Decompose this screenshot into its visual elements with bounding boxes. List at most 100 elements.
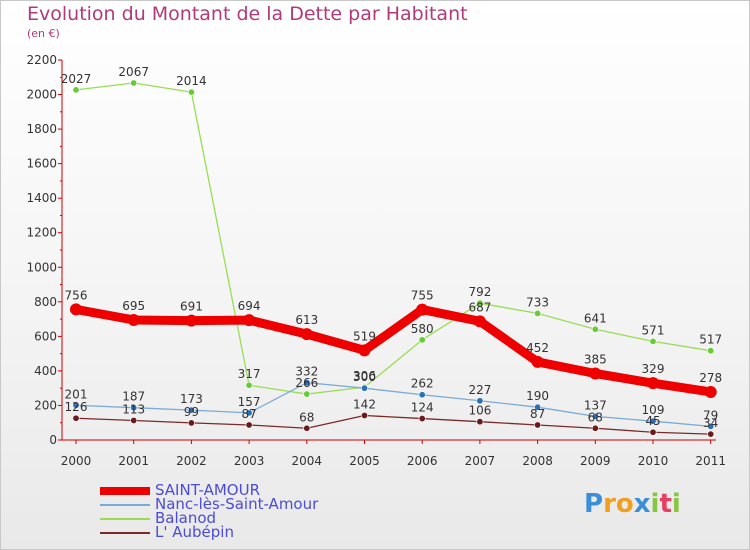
data-label: 332 — [295, 365, 318, 379]
data-point — [187, 88, 195, 96]
x-tick-label: 2005 — [349, 454, 380, 468]
y-tick-label: 1800 — [26, 122, 57, 136]
data-label: 266 — [295, 376, 318, 390]
data-label: 691 — [180, 300, 203, 314]
data-label: 201 — [65, 387, 88, 401]
logo-letter: t — [659, 489, 672, 519]
x-tick-label: 2010 — [638, 454, 669, 468]
y-tick-label: 1200 — [26, 226, 57, 240]
data-point — [589, 367, 602, 380]
data-point — [72, 414, 80, 422]
x-tick-label: 2006 — [407, 454, 438, 468]
data-point — [416, 303, 429, 316]
data-point — [649, 337, 657, 345]
data-point — [300, 328, 313, 341]
data-point — [127, 313, 140, 326]
data-label: 641 — [584, 311, 607, 325]
data-point — [72, 86, 80, 94]
data-point — [704, 385, 717, 398]
legend-label: L' Aubépin — [155, 523, 234, 541]
data-label: 173 — [180, 392, 203, 406]
data-label: 613 — [295, 313, 318, 327]
logo-letter: P — [584, 489, 604, 519]
data-point — [243, 314, 256, 327]
data-point — [707, 422, 715, 430]
data-label: 2014 — [176, 74, 207, 88]
data-label: 45 — [645, 414, 660, 428]
logo-letter: i — [650, 489, 660, 519]
data-label: 68 — [588, 410, 603, 424]
y-tick-label: 2000 — [26, 88, 57, 102]
data-label: 262 — [411, 377, 434, 391]
data-label: 137 — [584, 398, 607, 412]
x-tick-label: 2003 — [234, 454, 265, 468]
data-label: 187 — [122, 390, 145, 404]
data-point — [418, 415, 426, 423]
data-point — [531, 355, 544, 368]
x-tick-label: 2011 — [695, 454, 726, 468]
data-label: 756 — [65, 288, 88, 302]
data-point — [476, 418, 484, 426]
data-label: 190 — [526, 389, 549, 403]
logo-letter: x — [633, 489, 651, 519]
data-point — [245, 409, 253, 417]
data-label: 79 — [703, 408, 718, 422]
y-tick-label: 200 — [34, 398, 57, 412]
data-point — [360, 411, 368, 419]
logo-letter: i — [671, 489, 681, 519]
data-point — [647, 377, 659, 390]
data-label: 695 — [122, 299, 145, 313]
data-label: 68 — [299, 410, 314, 424]
series-line — [71, 304, 716, 397]
data-label: 278 — [699, 371, 722, 385]
chart-title: Evolution du Montant de la Dette par Hab… — [27, 3, 468, 25]
legend-swatch — [100, 518, 150, 520]
data-label: 694 — [238, 299, 261, 313]
data-label: 733 — [526, 295, 549, 309]
data-label: 755 — [411, 289, 434, 303]
legend-label: Balanod — [155, 509, 217, 527]
data-point — [245, 421, 253, 429]
y-tick-label: 1400 — [26, 191, 57, 205]
data-label: 109 — [642, 403, 665, 417]
y-tick-label: 400 — [34, 364, 57, 378]
data-point — [130, 416, 138, 424]
x-tick-label: 2002 — [176, 454, 207, 468]
data-label: 34 — [703, 416, 718, 430]
series-line — [75, 382, 712, 428]
data-point — [360, 384, 368, 392]
series-line — [75, 82, 712, 395]
series-line — [75, 414, 712, 435]
legend-swatch — [100, 487, 150, 495]
y-tick-label: 1600 — [26, 157, 57, 171]
legend-label: SAINT-AMOUR — [155, 481, 260, 499]
data-point — [72, 401, 80, 409]
data-label: 2027 — [61, 72, 92, 86]
data-label: 329 — [642, 362, 665, 376]
data-label: 300 — [353, 370, 376, 384]
data-label: 580 — [411, 322, 434, 336]
data-point — [707, 430, 715, 438]
logo-letter: o — [615, 489, 634, 519]
data-label: 124 — [411, 401, 434, 415]
data-label: 2067 — [118, 65, 149, 79]
data-label: 87 — [530, 407, 545, 421]
chart-subtitle: (en €) — [27, 27, 60, 40]
data-label: 227 — [468, 383, 491, 397]
y-tick-label: 800 — [34, 295, 57, 309]
data-point — [591, 325, 599, 333]
data-label: 571 — [642, 323, 665, 337]
data-point — [534, 403, 542, 411]
data-label: 306 — [353, 369, 376, 383]
data-point — [185, 314, 198, 327]
x-tick-label: 2000 — [61, 454, 92, 468]
data-label: 517 — [699, 333, 722, 347]
y-tick-label: 0 — [49, 433, 57, 447]
data-point — [649, 417, 657, 425]
data-label: 142 — [353, 397, 376, 411]
y-tick-label: 2200 — [26, 53, 57, 67]
legend-label: Nanc-lès-Saint-Amour — [155, 495, 319, 513]
data-label: 519 — [353, 329, 376, 343]
